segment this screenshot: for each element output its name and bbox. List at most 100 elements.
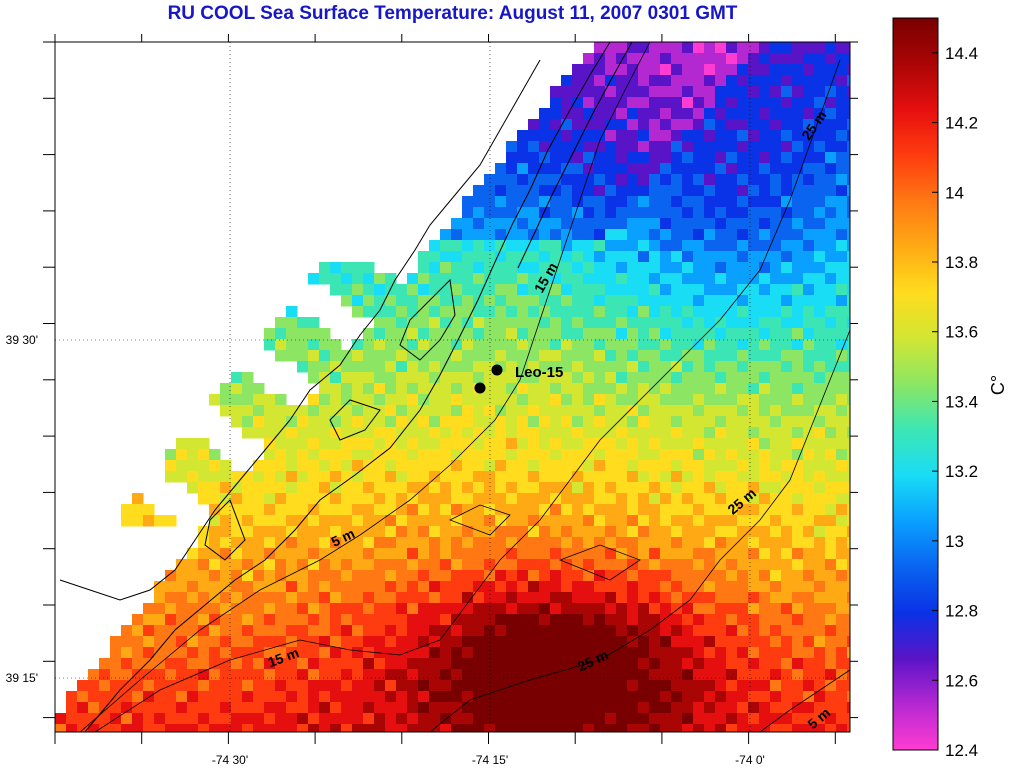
sst-cell (748, 350, 760, 362)
sst-cell (407, 372, 419, 384)
sst-cell (704, 119, 716, 131)
sst-cell (572, 581, 584, 593)
sst-cell (836, 163, 848, 175)
sst-cell (242, 669, 254, 681)
sst-cell (814, 636, 826, 648)
sst-cell (781, 240, 793, 252)
sst-cell (671, 548, 683, 560)
sst-cell (682, 372, 694, 384)
sst-cell (319, 658, 331, 670)
sst-cell (385, 482, 397, 494)
sst-cell (253, 724, 265, 732)
sst-cell (418, 262, 430, 274)
sst-cell (605, 284, 617, 296)
sst-cell (737, 658, 749, 670)
sst-cell (605, 229, 617, 241)
sst-cell (781, 108, 793, 120)
sst-cell (330, 482, 342, 494)
sst-cell (627, 163, 639, 175)
sst-cell (539, 493, 551, 505)
sst-cell (561, 119, 573, 131)
sst-cell (495, 559, 507, 571)
sst-cell (451, 284, 463, 296)
sst-cell (770, 218, 782, 230)
sst-cell (385, 493, 397, 505)
sst-cell (308, 702, 320, 714)
sst-cell (528, 581, 540, 593)
sst-cell (594, 559, 606, 571)
sst-cell (704, 207, 716, 219)
sst-cell (649, 86, 661, 98)
sst-cell (616, 372, 628, 384)
sst-cell (836, 42, 848, 54)
sst-cell (605, 504, 617, 516)
sst-cell (726, 713, 738, 725)
sst-cell (583, 394, 595, 406)
sst-cell (319, 647, 331, 659)
sst-cell (836, 383, 848, 395)
sst-cell (759, 141, 771, 153)
sst-cell (561, 251, 573, 263)
sst-cell (704, 339, 716, 351)
sst-cell (737, 130, 749, 142)
sst-cell (649, 482, 661, 494)
sst-cell (737, 636, 749, 648)
sst-cell (539, 647, 551, 659)
sst-cell (759, 42, 771, 54)
sst-cell (363, 636, 375, 648)
sst-cell (473, 647, 485, 659)
sst-cell (704, 240, 716, 252)
sst-cell (462, 625, 474, 637)
sst-cell (748, 328, 760, 340)
sst-cell (506, 724, 518, 732)
sst-cell (506, 460, 518, 472)
sst-cell (770, 691, 782, 703)
sst-cell (517, 240, 529, 252)
sst-cell (660, 207, 672, 219)
sst-cell (517, 636, 529, 648)
sst-cell (528, 141, 540, 153)
sst-cell (583, 350, 595, 362)
sst-cell (473, 537, 485, 549)
sst-cell (803, 42, 815, 54)
colorbar-tick-label: 14.4 (945, 44, 978, 63)
sst-cell (825, 438, 837, 450)
sst-cell (671, 339, 683, 351)
sst-cell (319, 416, 331, 428)
sst-cell (385, 603, 397, 615)
sst-cell (649, 119, 661, 131)
sst-cell (671, 207, 683, 219)
sst-cell (847, 339, 850, 351)
sst-cell (286, 405, 298, 417)
sst-cell (781, 350, 793, 362)
sst-cell (165, 713, 177, 725)
sst-cell (99, 658, 111, 670)
sst-cell (594, 174, 606, 186)
sst-cell (396, 383, 408, 395)
sst-cell (220, 460, 232, 472)
sst-cell (638, 152, 650, 164)
sst-cell (781, 229, 793, 241)
sst-cell (396, 537, 408, 549)
sst-cell (814, 504, 826, 516)
sst-cell (737, 119, 749, 131)
sst-cell (814, 141, 826, 153)
sst-cell (550, 691, 562, 703)
sst-cell (715, 141, 727, 153)
sst-cell (605, 570, 617, 582)
sst-cell (187, 713, 199, 725)
sst-cell (770, 449, 782, 461)
sst-cell (572, 295, 584, 307)
sst-cell (374, 537, 386, 549)
sst-cell (693, 196, 705, 208)
sst-cell (539, 614, 551, 626)
sst-cell (341, 713, 353, 725)
sst-cell (583, 262, 595, 274)
sst-cell (836, 130, 848, 142)
sst-cell (649, 614, 661, 626)
sst-cell (693, 702, 705, 714)
sst-cell (462, 240, 474, 252)
sst-cell (715, 306, 727, 318)
sst-cell (704, 218, 716, 230)
sst-cell (209, 460, 221, 472)
